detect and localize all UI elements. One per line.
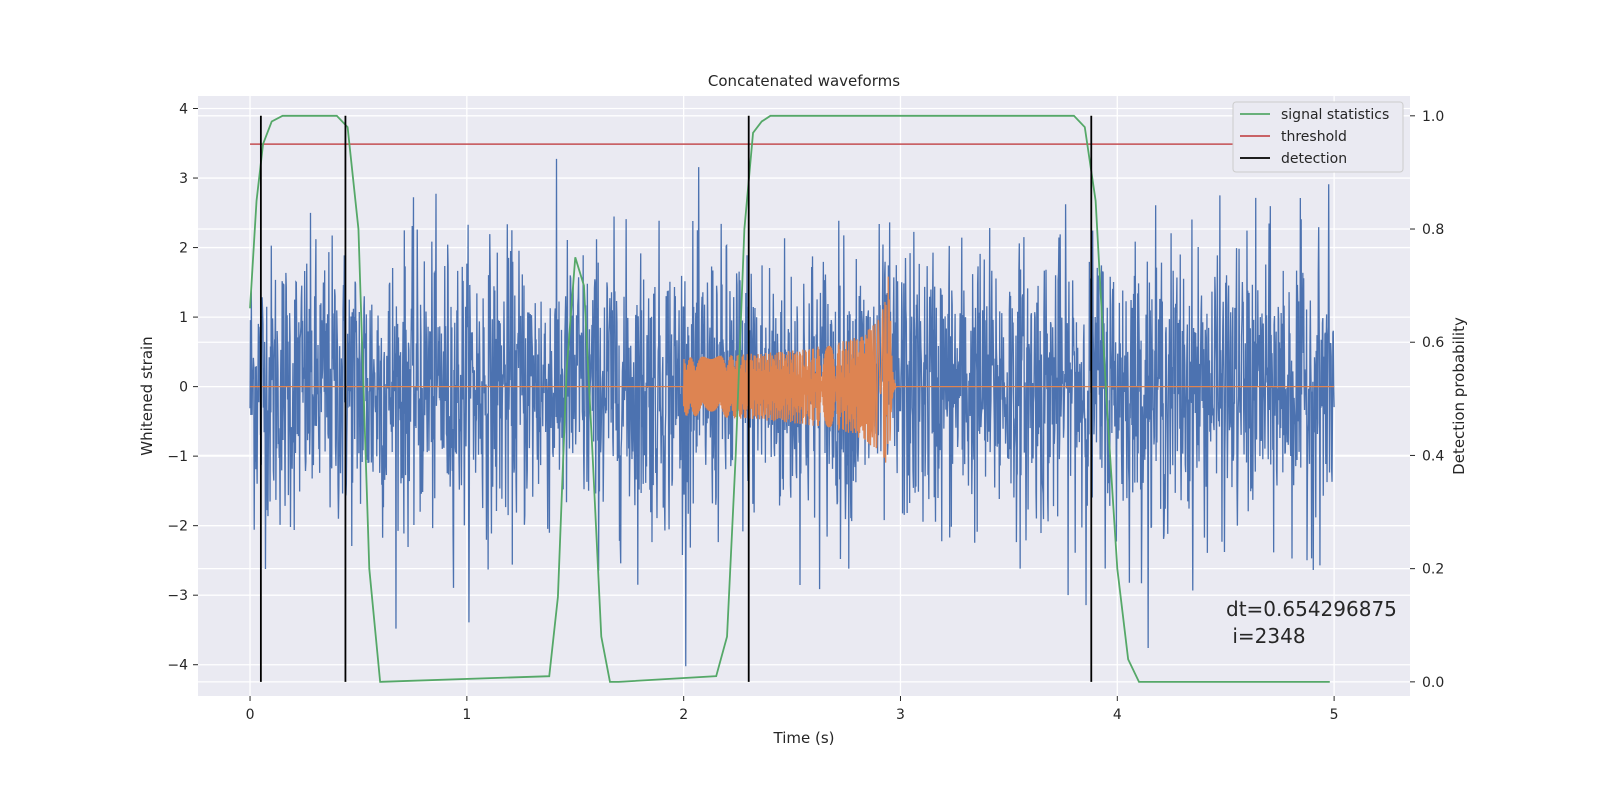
y-tick-label-left: 4 <box>179 102 188 118</box>
series-layer <box>249 114 1335 683</box>
y-tick-label-left: 1 <box>179 310 188 326</box>
y-tick-label-right: 0.0 <box>1422 675 1444 691</box>
x-tick-label: 2 <box>679 707 688 723</box>
y-tick-label-left: 0 <box>179 380 188 396</box>
legend-label-detection: detection <box>1281 151 1347 167</box>
legend-label-threshold: threshold <box>1281 129 1347 145</box>
y-tick-label-left: −1 <box>167 449 188 465</box>
x-tick-label: 0 <box>246 707 255 723</box>
chart-title: Concatenated waveforms <box>708 72 900 90</box>
y-tick-label-right: 0.8 <box>1422 222 1444 238</box>
annotation-i: i=2348 <box>1226 624 1306 648</box>
y-tick-label-left: −4 <box>167 658 188 674</box>
y-tick-label-right: 1.0 <box>1422 109 1444 125</box>
y-axis-label-right: Detection probability <box>1450 317 1468 475</box>
x-tick-label: 5 <box>1330 707 1339 723</box>
y-axis-label-left: Whitened strain <box>138 336 156 455</box>
legend-label-signal: signal statistics <box>1281 107 1389 123</box>
annotation-dt: dt=0.654296875 <box>1226 597 1397 621</box>
x-axis-label: Time (s) <box>773 729 835 747</box>
x-tick-label: 3 <box>896 707 905 723</box>
legend: signal statistics threshold detection <box>1232 101 1404 173</box>
y-tick-label-right: 0.4 <box>1422 448 1444 464</box>
y-tick-label-right: 0.6 <box>1422 335 1444 351</box>
x-tick-label: 1 <box>462 707 471 723</box>
y-tick-label-left: 3 <box>179 171 188 187</box>
x-tick-label: 4 <box>1113 707 1122 723</box>
y-tick-label-left: 2 <box>179 241 188 257</box>
legend-box <box>1232 101 1404 173</box>
y-tick-label-left: −2 <box>167 519 188 535</box>
axes-layer: 0 1 2 3 4 5 −4 −3 −2 −1 0 1 2 3 4 0.0 0.2 0.4 0.6 0.8 1.0 <box>167 102 1444 723</box>
y-tick-label-left: −3 <box>167 588 188 604</box>
y-tick-label-right: 0.2 <box>1422 562 1444 578</box>
series-line-chirp <box>250 276 1335 463</box>
